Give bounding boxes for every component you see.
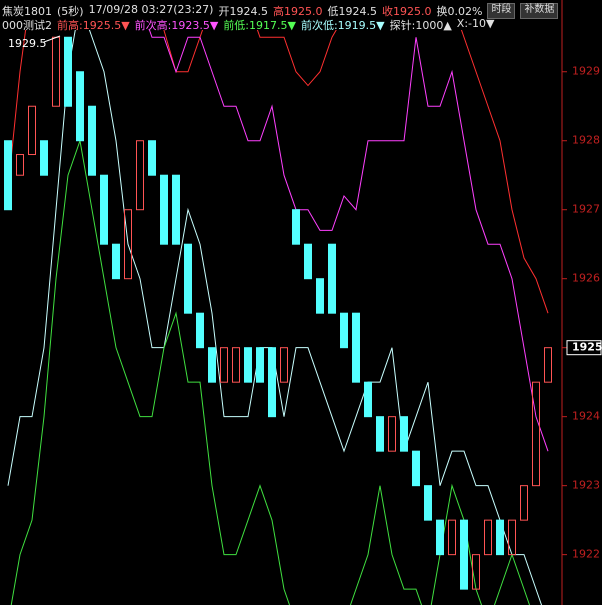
indicator-field: 前低:1917.5▼ (223, 19, 296, 32)
quote-field: 收1925.0 (381, 5, 432, 18)
indicator-field: 前次高:1923.5▼ (134, 19, 219, 32)
candle-body (64, 36, 72, 107)
annotation: 1929.5 (8, 37, 47, 50)
candle-body (256, 347, 264, 383)
indicator-field: X:-10▼ (456, 17, 495, 30)
quote-field: 换0.02% (436, 5, 483, 18)
candle-body (340, 312, 348, 349)
candle-body (484, 519, 492, 556)
candle-body (196, 312, 204, 349)
candle-body (28, 105, 36, 156)
candle-body (52, 36, 60, 107)
candle-body (76, 71, 84, 142)
quote-row: 焦炭1801 (5秒) 17/09/28 03:27(23:27) 开1924.5 高1… (2, 3, 559, 19)
indicator-line (10, 138, 531, 605)
candle-body (208, 347, 216, 383)
candle-body (424, 485, 432, 521)
candle-body (268, 347, 276, 418)
candle-body (172, 174, 180, 245)
indicator-field: 前次低:1919.5▼ (300, 19, 385, 32)
toolbar-button[interactable]: 时段 (487, 3, 516, 19)
candle-body (472, 554, 480, 590)
y-tick-label: 1927 (572, 203, 600, 216)
candle-body (136, 140, 144, 211)
candle-body (460, 519, 468, 590)
candle-body (496, 519, 504, 556)
candle-body (400, 416, 408, 452)
candle-body (376, 416, 384, 452)
candle-body (244, 347, 252, 383)
indicator-field: 探针:1000▲ (389, 19, 452, 32)
candle-body (352, 312, 360, 383)
annotation-pointer (43, 35, 61, 43)
candle-body (436, 519, 444, 556)
y-tick-label: 1926 (572, 272, 600, 285)
candle-body (148, 140, 156, 176)
y-tick-label: 1929 (572, 65, 600, 78)
candle-body (16, 154, 24, 176)
candle-body (100, 174, 108, 245)
candle-body (232, 347, 240, 383)
candle-body (316, 278, 324, 314)
last-price-box (566, 340, 602, 356)
candle-body (388, 416, 396, 452)
y-tick-label: 1923 (572, 479, 600, 492)
indicator-field: 000测试2 (2, 19, 52, 32)
candle-body (304, 243, 312, 280)
candle-body (364, 381, 372, 418)
quote-field: 17/09/28 03:27(23:27) (88, 3, 214, 16)
indicator-field: 前高:1925.5▼ (57, 19, 130, 32)
candle-body (328, 243, 336, 314)
indicator-row: 000测试2 前高:1925.5▼ 前次高:1923.5▼ 前低:1917.5▼ 前次低… (2, 17, 494, 33)
candle-body (112, 243, 120, 280)
quote-field: 开1924.5 (218, 5, 268, 18)
candle-body (412, 450, 420, 487)
candle-body (532, 381, 540, 487)
y-tick-label: 1924 (572, 410, 600, 423)
candle-body (520, 485, 528, 521)
candle-body (448, 519, 456, 556)
candle-body (280, 347, 288, 383)
candle-body (4, 140, 12, 211)
candle-body (292, 209, 300, 245)
quote-field: (5秒) (57, 5, 84, 18)
candle-body (160, 174, 168, 245)
y-tick-label: 1928 (572, 134, 600, 147)
quote-field: 焦炭1801 (2, 5, 52, 18)
indicator-line (148, 30, 549, 452)
candle-body (508, 519, 516, 556)
candle-body (220, 347, 228, 383)
candle-body (544, 347, 552, 383)
quote-field: 低1924.5 (327, 5, 377, 18)
toolbar-button[interactable]: 补数据 (520, 3, 559, 19)
quote-field: 高1925.0 (272, 5, 323, 18)
candle-body (184, 243, 192, 314)
candle-body (124, 209, 132, 280)
indicator-line (7, 30, 549, 314)
candle-body (88, 105, 96, 176)
y-tick-label: 1922 (572, 548, 600, 561)
candle-body (40, 140, 48, 176)
indicator-line (7, 30, 543, 605)
last-price-label: 1925 (572, 341, 602, 354)
